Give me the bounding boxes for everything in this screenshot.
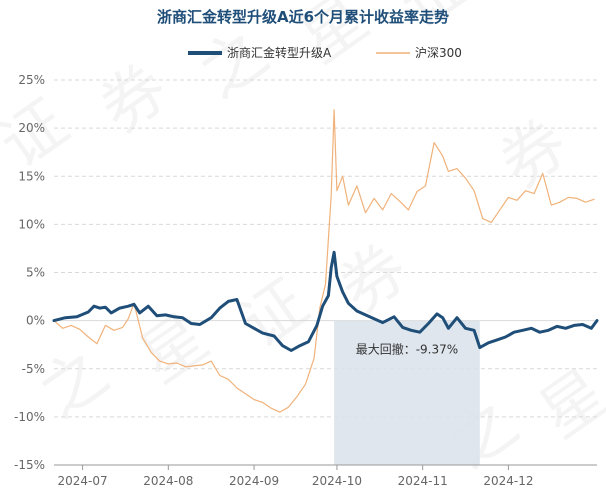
max-drawdown-label: 最大回撤：-9.37% <box>356 341 458 356</box>
x-tick-label: 2024-07 <box>58 474 108 488</box>
y-tick-label: -15% <box>14 458 45 472</box>
x-tick-label: 2024-11 <box>398 474 448 488</box>
watermark-glyph: 之 <box>187 16 282 113</box>
series-line-fund <box>52 250 599 352</box>
chart-title: 浙商汇金转型升级A近6个月累计收益率走势 <box>157 8 449 26</box>
y-tick-label: -5% <box>22 362 45 376</box>
y-tick-label: 5% <box>26 266 45 280</box>
x-tick-label: 2024-09 <box>229 474 279 488</box>
legend-label-fund: 浙商汇金转型升级A <box>227 45 332 60</box>
x-tick-label: 2024-08 <box>143 474 193 488</box>
y-tick-label: 15% <box>18 169 45 183</box>
watermark-glyph: 券 <box>327 231 422 328</box>
x-tick-label: 2024-12 <box>483 474 533 488</box>
legend-label-index: 沪深300 <box>415 46 462 60</box>
watermark-glyph: 券 <box>487 106 582 203</box>
y-tick-label: -10% <box>14 410 45 424</box>
series-line-index <box>53 109 595 413</box>
watermark: 证券之星证券之星证券之星 <box>0 0 606 483</box>
y-tick-label: 20% <box>18 121 45 135</box>
y-tick-label: 0% <box>26 314 45 328</box>
series-lines <box>52 109 599 413</box>
max-drawdown-region <box>334 320 480 465</box>
legend: 浙商汇金转型升级A 沪深300 <box>188 45 462 60</box>
max-drawdown-band <box>334 320 480 465</box>
y-tick-label: 10% <box>18 217 45 231</box>
grid <box>54 79 597 466</box>
watermark-glyph: 券 <box>87 51 182 148</box>
x-tick-label: 2024-10 <box>312 474 362 488</box>
x-axis: 2024-07 2024-08 2024-09 2024-10 2024-11 2024-… <box>54 464 597 488</box>
y-tick-label: 25% <box>18 73 45 87</box>
y-axis: -15% -10% -5% 0% 5% 10% 15% 20% 25% <box>14 73 45 472</box>
watermark-glyph: 星 <box>527 356 606 453</box>
